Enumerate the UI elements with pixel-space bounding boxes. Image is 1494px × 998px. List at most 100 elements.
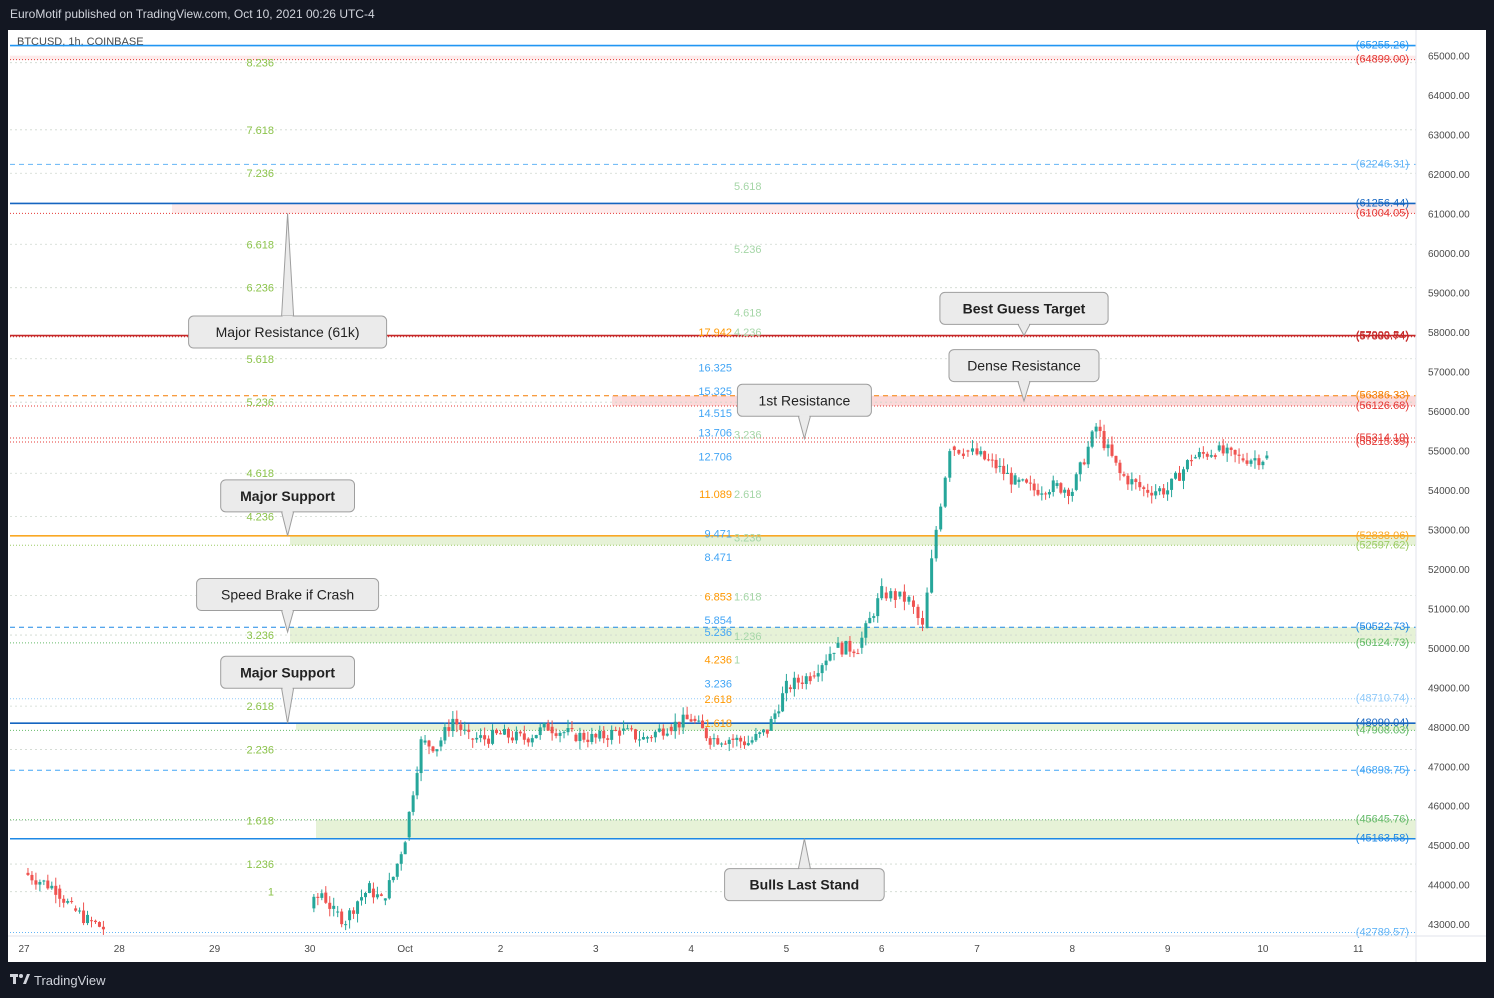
fib-level-label: 2.618: [246, 701, 274, 713]
candle-body: [1146, 489, 1150, 493]
candle-body: [78, 910, 82, 912]
candle-body: [704, 728, 708, 739]
fib-level-label: 3.236: [704, 678, 732, 690]
candle-body: [925, 592, 929, 629]
price-axis-tick: 44000.00: [1428, 881, 1470, 892]
candle-body: [876, 598, 880, 617]
fib-level-label: 9.471: [704, 528, 732, 540]
candle-body: [582, 732, 586, 740]
level-zone: [296, 723, 1416, 731]
fib-level-label: 13.706: [698, 428, 732, 440]
candle-body: [407, 811, 411, 838]
fib-level-label: 4.618: [734, 307, 762, 319]
candle-body: [463, 729, 467, 731]
tradingview-logo-icon[interactable]: [10, 972, 30, 986]
candle-body: [727, 739, 731, 744]
callout-seam: [1019, 322, 1029, 326]
candle-body: [471, 738, 475, 740]
candle-body: [693, 718, 697, 722]
fib-level-label: 12.706: [698, 451, 732, 463]
candle-body: [399, 854, 403, 864]
price-axis-tick: 60000.00: [1428, 249, 1470, 260]
candle-body: [590, 733, 594, 743]
candle-body: [487, 738, 491, 744]
price-level-label: (47908.03): [1356, 724, 1409, 736]
candle-body: [884, 592, 888, 599]
candle-body: [665, 733, 669, 736]
candle-body: [1213, 455, 1217, 457]
candle-body: [852, 651, 856, 654]
candle-body: [1078, 462, 1082, 475]
candle-body: [824, 660, 828, 666]
candle-body: [371, 888, 375, 898]
candle-body: [641, 737, 645, 740]
price-axis-tick: 52000.00: [1428, 565, 1470, 576]
candle-body: [1025, 479, 1029, 483]
candle-body: [645, 737, 649, 739]
candle-body: [542, 723, 546, 728]
time-axis-tick: 9: [1165, 944, 1171, 955]
candle-body: [562, 732, 566, 734]
candle-body: [1126, 475, 1130, 485]
fib-level-label: 5.854: [704, 615, 732, 627]
candle-body: [952, 446, 956, 451]
candle-body: [518, 731, 522, 734]
candle-body: [1005, 472, 1009, 474]
candle-body: [804, 676, 808, 684]
candle-body: [54, 885, 58, 895]
callout-seam: [282, 686, 293, 690]
fib-level-label: 3.236: [734, 430, 762, 442]
fib-level-label: 5.236: [246, 397, 274, 409]
candle-body: [90, 920, 94, 922]
time-axis-tick: 10: [1257, 944, 1269, 955]
candle-body: [510, 737, 514, 741]
fib-level-label: 1.236: [734, 631, 762, 643]
price-level-label: (48090.04): [1356, 717, 1409, 729]
candle-body: [101, 926, 105, 930]
time-axis-tick: 8: [1070, 944, 1076, 955]
price-axis-tick: 53000.00: [1428, 525, 1470, 536]
candle-body: [1021, 479, 1025, 481]
candle-body: [1181, 469, 1185, 481]
candle-body: [1229, 447, 1233, 450]
candle-body: [1170, 478, 1174, 490]
candle-body: [1174, 472, 1178, 479]
candle-body: [26, 872, 30, 875]
price-level-label: (61004.05): [1356, 207, 1409, 219]
price-level-label: (45163.58): [1356, 833, 1409, 845]
candle-body: [50, 885, 54, 889]
time-axis-tick: 28: [114, 944, 126, 955]
fib-level-label: 8.236: [246, 58, 274, 70]
fib-level-label: 6.853: [704, 592, 732, 604]
price-axis-tick: 58000.00: [1428, 328, 1470, 339]
candle-body: [653, 731, 657, 738]
candle-body: [716, 738, 720, 745]
candle-body: [1074, 474, 1078, 490]
candle-body: [558, 732, 562, 736]
candle-body: [1047, 492, 1051, 495]
fib-level-label: 4.236: [704, 655, 732, 667]
candle-body: [1102, 431, 1106, 449]
candle-body: [614, 729, 618, 731]
price-level-label: (50522.73): [1356, 621, 1409, 633]
candle-body: [856, 653, 860, 655]
candle-body: [1059, 483, 1063, 493]
candle-body: [435, 749, 439, 752]
brand-name[interactable]: TradingView: [34, 973, 106, 988]
candle-body: [765, 729, 769, 734]
candle-body: [324, 892, 328, 903]
candle-body: [514, 731, 518, 741]
candle-body: [961, 453, 965, 457]
candle-body: [1205, 453, 1209, 457]
callout-seam: [282, 509, 293, 513]
candle-body: [622, 728, 626, 731]
candle-body: [340, 911, 344, 925]
candle-body: [451, 718, 455, 732]
candle-body: [379, 894, 383, 896]
candle-body: [443, 727, 447, 741]
callout-pointer: [797, 415, 812, 441]
fib-level-label: 2.618: [704, 694, 732, 706]
candle-body: [1241, 458, 1245, 461]
candle-body: [30, 874, 34, 881]
